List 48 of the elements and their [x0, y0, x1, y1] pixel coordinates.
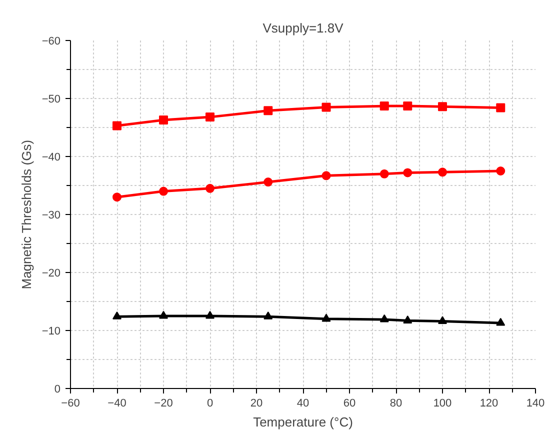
point [112, 311, 122, 320]
x-tick-label: 140 [526, 398, 545, 410]
y-tick-label: −20 [42, 268, 61, 280]
x-tick-label: 0 [206, 398, 214, 410]
point [438, 316, 447, 324]
point [206, 184, 214, 193]
y-tick-label: 0 [54, 384, 61, 396]
x-tick-label: −20 [154, 398, 173, 410]
point [496, 103, 506, 112]
point [112, 121, 122, 130]
point [264, 311, 273, 320]
y-axis-title: Magnetic Thresholds (Gs) [18, 140, 34, 290]
x-axis-title: Temperature (°C) [253, 414, 353, 430]
point [206, 310, 214, 319]
x-tick-label: 120 [480, 398, 498, 410]
point [159, 115, 168, 124]
point [380, 169, 389, 178]
y-tick-label: −60 [42, 36, 61, 48]
point [322, 171, 331, 180]
point [159, 186, 168, 196]
point [438, 168, 447, 177]
y-tick-label: −10 [42, 326, 61, 338]
point [403, 316, 412, 324]
x-tick-label: 40 [296, 398, 310, 410]
point [496, 166, 506, 176]
x-tick-label: −40 [108, 398, 126, 410]
point [159, 310, 168, 319]
point [264, 178, 273, 187]
point [438, 102, 447, 112]
y-tick-label: −30 [42, 210, 61, 222]
chart-title: Vsupply=1.8V [262, 20, 344, 36]
point [322, 102, 331, 112]
x-tick-label: 80 [390, 398, 402, 410]
x-tick-label: 60 [343, 398, 356, 410]
x-tick-label: −60 [61, 398, 80, 410]
y-tick-label: −50 [42, 94, 61, 106]
point [264, 106, 273, 116]
point [403, 168, 412, 178]
y-tick-label: −40 [42, 152, 61, 164]
point [206, 112, 214, 122]
point [403, 102, 412, 111]
point [112, 192, 122, 202]
point [380, 314, 389, 322]
x-tick-label: 100 [433, 398, 452, 410]
x-tick-label: 20 [250, 398, 263, 410]
point [380, 102, 389, 111]
point [496, 318, 506, 326]
point [322, 314, 331, 322]
